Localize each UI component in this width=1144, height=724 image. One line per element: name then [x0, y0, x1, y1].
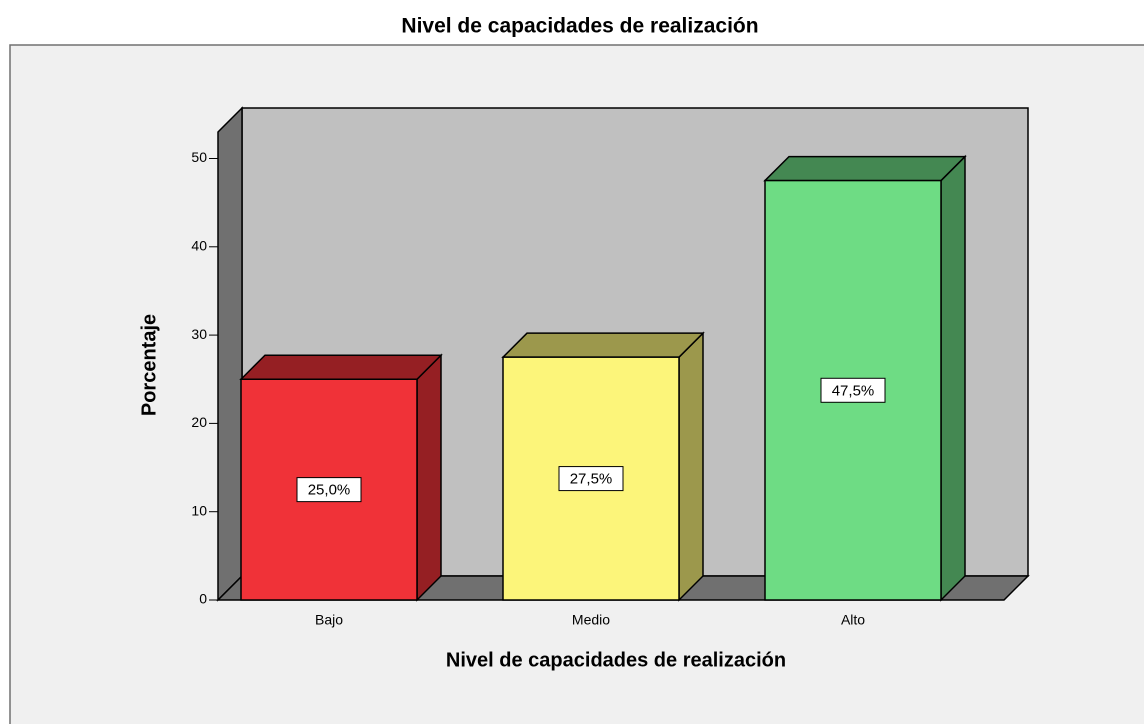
x-tick-label: Bajo [315, 612, 343, 628]
y-tick-label: 0 [199, 591, 207, 607]
value-label-box [558, 466, 624, 492]
y-tick-label: 30 [191, 326, 207, 342]
value-label: 25,0% [308, 482, 351, 499]
y-tick-label: 20 [191, 414, 207, 430]
y-axis-title: Porcentaje [138, 314, 160, 416]
y-tick-label: 50 [191, 149, 207, 165]
chart-title: Nivel de capacidades de realización [401, 15, 758, 38]
bar-top [239, 354, 443, 380]
value-label: 47,5% [832, 382, 875, 399]
value-label-box [296, 477, 362, 503]
x-axis-title: Nivel de capacidades de realización [446, 649, 786, 671]
bar-side [678, 331, 704, 602]
left-wall [217, 106, 243, 602]
bar-top [763, 155, 967, 182]
bar-side [416, 353, 442, 602]
bar-side [940, 154, 966, 602]
bar-top [501, 332, 705, 358]
value-label: 27,5% [570, 471, 613, 488]
x-tick-label: Alto [841, 612, 865, 628]
value-label-box [820, 377, 886, 403]
x-tick-label: Medio [572, 612, 610, 628]
y-tick-label: 10 [191, 502, 207, 518]
y-tick-label: 40 [191, 237, 207, 253]
